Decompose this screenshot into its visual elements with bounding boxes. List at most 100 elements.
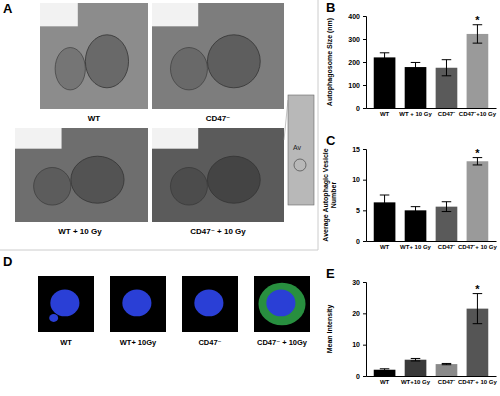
axis-line: [367, 376, 497, 377]
error-line: [415, 62, 416, 71]
fluorescence-image: [110, 276, 166, 332]
error-bar: [411, 358, 421, 361]
error-cap: [442, 201, 452, 202]
error-bar: [473, 294, 483, 324]
nucleus: [266, 289, 295, 316]
panel-label: A: [3, 1, 13, 16]
nucleus: [194, 289, 223, 316]
tick: CD47⁻: [438, 108, 455, 117]
tick: 0: [356, 238, 366, 245]
panel-label: B: [326, 0, 335, 15]
divider: [318, 0, 319, 250]
tick-label: CD47⁻+10 Gy: [459, 111, 497, 117]
tick-label: CD47⁻+ 10 Gy: [458, 379, 498, 385]
tick: 300: [348, 36, 366, 43]
image-label: WT: [88, 114, 101, 123]
fluorescence-image: [38, 276, 94, 332]
nucleus: [50, 289, 79, 316]
tick-label: 0: [356, 373, 360, 380]
nucleus: [170, 48, 207, 90]
tick: CD47⁻: [438, 241, 455, 250]
tick-label: CD47⁻: [438, 111, 455, 117]
y-axis: 051015: [352, 146, 366, 245]
error-cap: [411, 206, 421, 207]
tick-mark: [363, 241, 366, 242]
inset: [288, 95, 314, 205]
error-cap: [442, 211, 452, 212]
micrograph: [152, 128, 284, 222]
error-cap: [411, 71, 421, 72]
axis-line: [363, 150, 367, 242]
tick-label: 300: [348, 36, 360, 43]
error-cap: [411, 62, 421, 63]
tick-label: 20: [352, 310, 360, 317]
tick: 100: [348, 82, 366, 89]
image-label: WT + 10 Gy: [58, 227, 102, 236]
image-label: CD47⁻ + 10Gy: [257, 338, 308, 347]
error-cap: [380, 368, 390, 369]
tick-mark: [363, 149, 366, 150]
green-signal: [258, 283, 305, 326]
tick-label: WT: [380, 111, 390, 117]
bar: [467, 34, 489, 108]
tick-label: WT: [380, 379, 390, 385]
error-bar: [380, 53, 390, 62]
background-space: [152, 3, 198, 26]
error-cap: [442, 59, 452, 60]
error-cap: [442, 363, 452, 364]
background-space: [40, 3, 78, 26]
x-axis: WT WT + 10 Gy CD47⁻ CD47⁻+10 Gy: [367, 108, 497, 117]
bar: [405, 210, 427, 241]
micrograph-bg: [15, 128, 148, 222]
bar: [374, 370, 396, 376]
tick: WT + 10 Gy: [399, 108, 432, 117]
error-cap: [380, 370, 390, 371]
nucleus: [207, 35, 260, 88]
annotation: *: [475, 283, 480, 295]
nucleus: [207, 156, 260, 203]
nucleus: [49, 314, 58, 322]
error-bar: [473, 158, 483, 165]
error-cap: [411, 358, 421, 359]
tick-mark: [363, 345, 366, 346]
x-axis: WT WT+10 Gy CD47⁻CD47⁻+ 10 Gy: [367, 376, 498, 385]
tick: WT+10 Gy: [401, 376, 431, 385]
tick-label: 0: [356, 238, 360, 245]
error-line: [477, 158, 478, 165]
tick-label: 30: [352, 279, 360, 286]
tick-mark: [363, 282, 366, 283]
tick: CD47⁻+ 10 Gy: [458, 241, 498, 250]
error-line: [415, 207, 416, 214]
tick: CD47⁻: [438, 376, 455, 385]
bar: [467, 161, 489, 241]
tick-mark: [363, 85, 366, 86]
axis-title: Mean Intensity: [326, 305, 334, 354]
nucleus: [170, 167, 207, 205]
image-bg: [38, 276, 94, 332]
tick-label: CD47⁻+ 10 Gy: [458, 244, 498, 250]
plot-area: [374, 158, 489, 241]
tick-mark: [363, 376, 366, 377]
tick: 0: [356, 373, 366, 380]
bar-chart: E0102030WTWT+10 GyCD47⁻CD47⁻+ 10 GyMean …: [326, 266, 498, 385]
tick: 30: [352, 279, 366, 286]
tick-label: 400: [348, 13, 360, 20]
panel-label: E: [326, 266, 335, 281]
error-cap: [442, 75, 452, 76]
nucleus: [122, 289, 151, 316]
error-bar: [442, 363, 452, 364]
inset-connector: [284, 100, 288, 140]
tick-label: WT+ 10 Gy: [400, 244, 432, 250]
tick-mark: [363, 313, 366, 314]
error-bar: [473, 25, 483, 43]
error-bar: [442, 202, 452, 212]
error-line: [384, 53, 385, 62]
tick: CD47⁻+ 10 Gy: [458, 376, 498, 385]
tick: 200: [348, 59, 366, 66]
tick-mark: [363, 62, 366, 63]
bar-chart: B0100200300400WTWT + 10 GyCD47⁻CD47⁻+10 …: [326, 0, 497, 117]
tick-label: 15: [352, 146, 360, 153]
inset-label: Av: [293, 144, 302, 151]
tick: CD47⁻+10 Gy: [459, 108, 497, 117]
tick-mark: [363, 108, 366, 109]
